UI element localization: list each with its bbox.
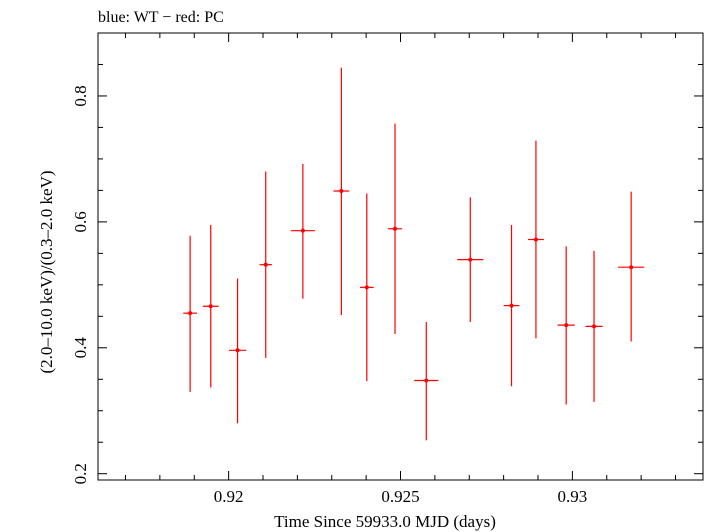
data-point: [333, 67, 350, 316]
y-axis-ticks: 0.2 0.4 0.6 0.8: [71, 32, 703, 484]
y-tick-label: 0.8: [71, 85, 90, 106]
data-point: [388, 123, 402, 334]
y-axis-label: (2.0–10.0 keV)/(0.3–2.0 keV): [37, 170, 56, 373]
x-tick-label: 0.93: [558, 487, 588, 506]
data-point: [618, 191, 645, 342]
point-marker: [592, 324, 597, 329]
y-tick-label: 0.4: [71, 337, 90, 359]
data-point: [183, 235, 197, 392]
data-point: [457, 197, 484, 322]
point-marker: [468, 257, 473, 262]
point-marker: [564, 323, 569, 328]
x-axis-label: Time Since 59933.0 MJD (days): [274, 512, 496, 531]
data-point: [528, 140, 544, 339]
y-tick-label: 0.6: [71, 211, 90, 232]
point-marker: [424, 378, 429, 383]
point-marker: [208, 304, 213, 309]
x-tick-label: 0.925: [381, 487, 419, 506]
data-point: [359, 193, 374, 382]
data-point: [228, 278, 247, 424]
point-marker: [393, 226, 397, 231]
data-point: [557, 246, 575, 405]
y-tick-label: 0.2: [71, 463, 90, 484]
x-axis-ticks: 0.92 0.925 0.93: [125, 33, 676, 506]
data-point: [259, 171, 272, 358]
point-marker: [235, 348, 240, 353]
data-point: [202, 225, 219, 388]
chart-title: blue: WT − red: PC: [98, 9, 224, 26]
data-points: [183, 67, 645, 441]
point-marker: [509, 303, 514, 308]
point-marker: [263, 262, 268, 267]
point-marker: [629, 265, 634, 270]
data-point: [290, 163, 315, 299]
point-marker: [300, 228, 305, 233]
data-point: [585, 250, 603, 402]
plot-frame: [97, 32, 704, 481]
point-marker: [188, 311, 193, 316]
data-point: [503, 225, 520, 387]
point-marker: [533, 237, 538, 242]
data-point: [414, 321, 439, 441]
point-marker: [364, 285, 369, 290]
x-tick-label: 0.92: [214, 487, 244, 506]
point-marker: [339, 189, 344, 194]
